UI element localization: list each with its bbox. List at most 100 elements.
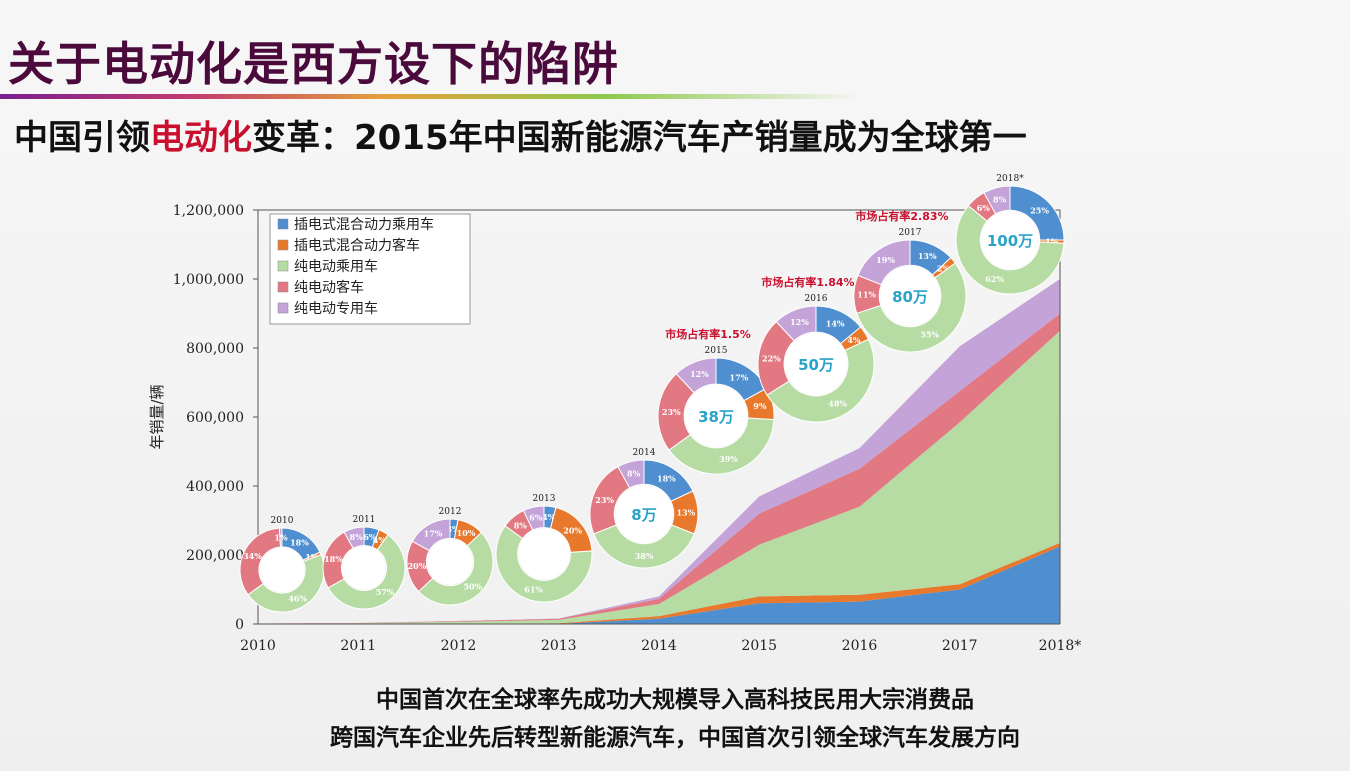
slide-title: 关于电动化是西方设下的陷阱 — [8, 37, 619, 91]
donut-slice-label: 13% — [676, 508, 695, 518]
x-tick-label: 2013 — [541, 638, 577, 654]
donut-hole — [518, 528, 570, 580]
donut-slice-label: 55% — [920, 330, 939, 340]
legend-entry: 纯电动客车 — [294, 279, 364, 296]
x-tick-labels: 2010 2011 2012 2013 2014 2015 2016 2017 2018* — [240, 638, 1081, 654]
donut-slice-label: 8% — [514, 520, 528, 530]
donut-hole — [685, 385, 747, 447]
x-tick-label: 2014 — [641, 638, 677, 654]
donut-slice-label: 57% — [376, 587, 395, 597]
market-share-annotation: 市场占有率1.84% — [761, 275, 854, 289]
donut-slice-label: 25% — [1030, 205, 1049, 215]
x-tick-label: 2012 — [441, 638, 477, 654]
x-tick-label: 2016 — [842, 638, 878, 654]
slide-subtitle: 中国引领电动化变革：2015年中国新能源汽车产销量成为全球第一 — [14, 110, 1027, 159]
donut-slice — [343, 526, 365, 549]
donut-slice — [955, 204, 1065, 295]
market-share-annotation: 市场占有率1.5% — [665, 327, 751, 341]
donut-slice-label: 11% — [857, 290, 876, 300]
donut-slice-label: 4% — [373, 535, 387, 545]
donut-slice — [495, 525, 593, 603]
market-share-annotation: 市场占有率2.83% — [855, 209, 948, 223]
donut-slice-label: 6% — [977, 203, 991, 213]
donut-slice-label: 34% — [243, 551, 262, 561]
donut-slice-label: 2% — [937, 263, 951, 273]
donut-slice-label: 23% — [595, 495, 614, 505]
donut-slice-label: 12% — [690, 369, 709, 379]
donut-slice-label: 20% — [408, 561, 427, 571]
donut-2017: 13%2% 55% 11% 19% 2017 80万 市场占有率2.83% — [853, 209, 967, 353]
donut-center-total: 38万 — [698, 408, 734, 426]
legend-swatch — [277, 302, 289, 314]
donut-year-label: 2012 — [439, 507, 462, 517]
donut-slice-label: 3% — [447, 524, 461, 534]
donut-slice-label: 6% — [529, 513, 543, 523]
area-series-3 — [258, 330, 1060, 624]
donut-slice-label: 23% — [662, 407, 681, 417]
donut-year-label: 2013 — [533, 494, 556, 504]
donut-slice-label: 20% — [563, 525, 582, 535]
subtitle-lead: 中国引领 — [14, 118, 150, 158]
donut-slice-label: 61% — [524, 585, 543, 595]
donut-slice-label: 18% — [657, 474, 676, 484]
x-tick-label: 2018* — [1039, 638, 1082, 654]
donut-hole — [342, 546, 386, 590]
donut-slice — [417, 531, 494, 606]
donut-slice — [983, 185, 1011, 215]
legend-swatch — [277, 218, 289, 230]
donut-2015: 17% 9% 39% 23% 12% 2015 38万 市场占有率1.5% — [657, 327, 775, 475]
donut-slice — [593, 524, 695, 569]
legend-entry: 纯电动乘用车 — [294, 258, 378, 275]
donut-slice-label: 17% — [424, 528, 443, 538]
donut-slice-label: 9% — [753, 401, 767, 411]
donut-slice — [775, 305, 817, 342]
y-tick-label: 1,000,000 — [173, 272, 244, 288]
donut-year-label: 2010 — [271, 516, 294, 526]
donut-slice-label: 38% — [635, 551, 654, 561]
donut-slice-label: 22% — [762, 353, 781, 363]
subtitle-highlight: 电动化 — [150, 118, 252, 158]
donut-slice — [766, 338, 875, 423]
donut-slice-label: 19% — [876, 255, 895, 265]
donut-slice-label: 18% — [290, 538, 309, 548]
donut-year-label: 2011 — [353, 515, 376, 525]
legend-entry: 纯电动专用车 — [294, 300, 378, 317]
donut-slice-label: 1% — [1045, 236, 1059, 246]
donut-slice-label: 50% — [463, 581, 482, 591]
donut-center-total: 50万 — [798, 356, 834, 374]
donut-slice — [675, 357, 717, 394]
legend-entry: 插电式混合动力乘用车 — [294, 216, 434, 233]
donut-slice-label: 62% — [985, 274, 1004, 284]
legend-swatch — [277, 239, 289, 251]
donut-slice — [411, 518, 451, 552]
donut-year-label: 2017 — [899, 228, 922, 238]
donut-slice-label: 12% — [790, 317, 809, 327]
donut-2018*: 25% 1% 62% 6%8% 2018* 100万 — [955, 174, 1065, 295]
footer-line-1: 中国首次在全球率先成功大规模导入高科技民用大宗消费品 — [376, 687, 974, 713]
donut-slice — [668, 417, 775, 475]
donut-hole — [880, 266, 940, 326]
donut-2016: 14%4% 48% 22% 12% 2016 50万 市场占有率1.84% — [757, 275, 875, 423]
donut-slice-label: 14% — [826, 318, 845, 328]
subtitle-mid: 变革： — [252, 118, 354, 158]
donut-hole — [981, 211, 1039, 269]
donut-slice-label: 17% — [730, 372, 749, 382]
donut-2012: 3%10% 50% 20% 17% 2012 — [406, 507, 494, 606]
area-series-4 — [258, 313, 1060, 624]
stacked-area-layer — [258, 279, 1060, 624]
donut-slice-label: 1% — [305, 552, 319, 562]
footer-line-2: 跨国汽车企业先后转型新能源汽车，中国首次引领全球汽车发展方向 — [330, 725, 1020, 751]
donut-slice — [522, 505, 545, 531]
donut-slice-label: 39% — [719, 454, 738, 464]
donut-year-label: 2015 — [705, 346, 728, 356]
title-divider — [0, 94, 860, 99]
donut-year-label: 2018* — [996, 174, 1024, 184]
donut-2013: 4% 20% 61% 8%6% 2013 — [495, 494, 593, 603]
legend-swatch — [277, 260, 289, 272]
donut-2011: 6%4% 57% 18% 8% 2011 — [322, 515, 406, 610]
donut-center-total: 8万 — [631, 506, 656, 524]
donut-slice-label: 6% — [363, 532, 377, 542]
y-tick-labels: 0 200,000 400,000 600,000 800,000 1,000,000 1,… — [173, 203, 258, 633]
y-tick-label: 600,000 — [186, 410, 244, 426]
